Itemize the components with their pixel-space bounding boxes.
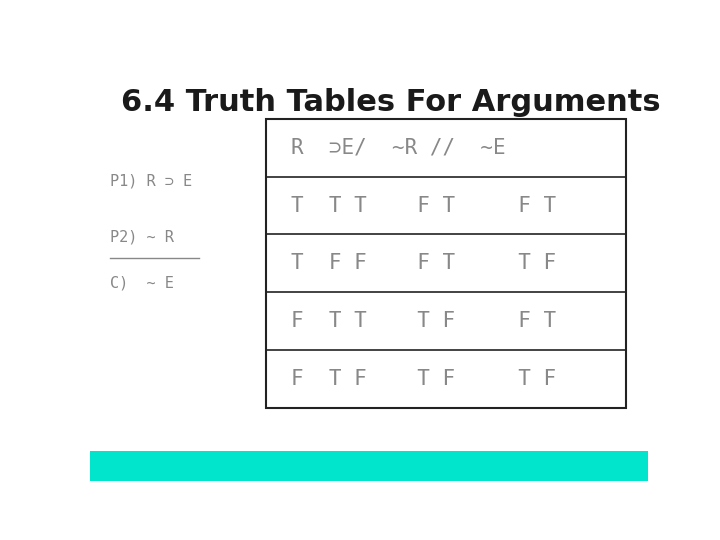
Text: P2) ~ R: P2) ~ R	[109, 230, 174, 245]
Text: T  T T    F T     F T: T T T F T F T	[291, 195, 556, 215]
Text: F  T F    T F     T F: F T F T F T F	[291, 369, 556, 389]
Text: 6.4 Truth Tables For Arguments: 6.4 Truth Tables For Arguments	[121, 87, 660, 117]
Text: C)  ~ E: C) ~ E	[109, 275, 174, 291]
Bar	[266, 119, 626, 408]
Text: F  T T    T F     F T: F T T T F F T	[291, 311, 556, 331]
Text: T  F F    F T     T F: T F F F T T F	[291, 253, 556, 273]
Bar	[90, 451, 648, 481]
Text: R  ⊃E/  ~R //  ~E: R ⊃E/ ~R // ~E	[291, 138, 505, 158]
Text: P1) R ⊃ E: P1) R ⊃ E	[109, 174, 192, 188]
